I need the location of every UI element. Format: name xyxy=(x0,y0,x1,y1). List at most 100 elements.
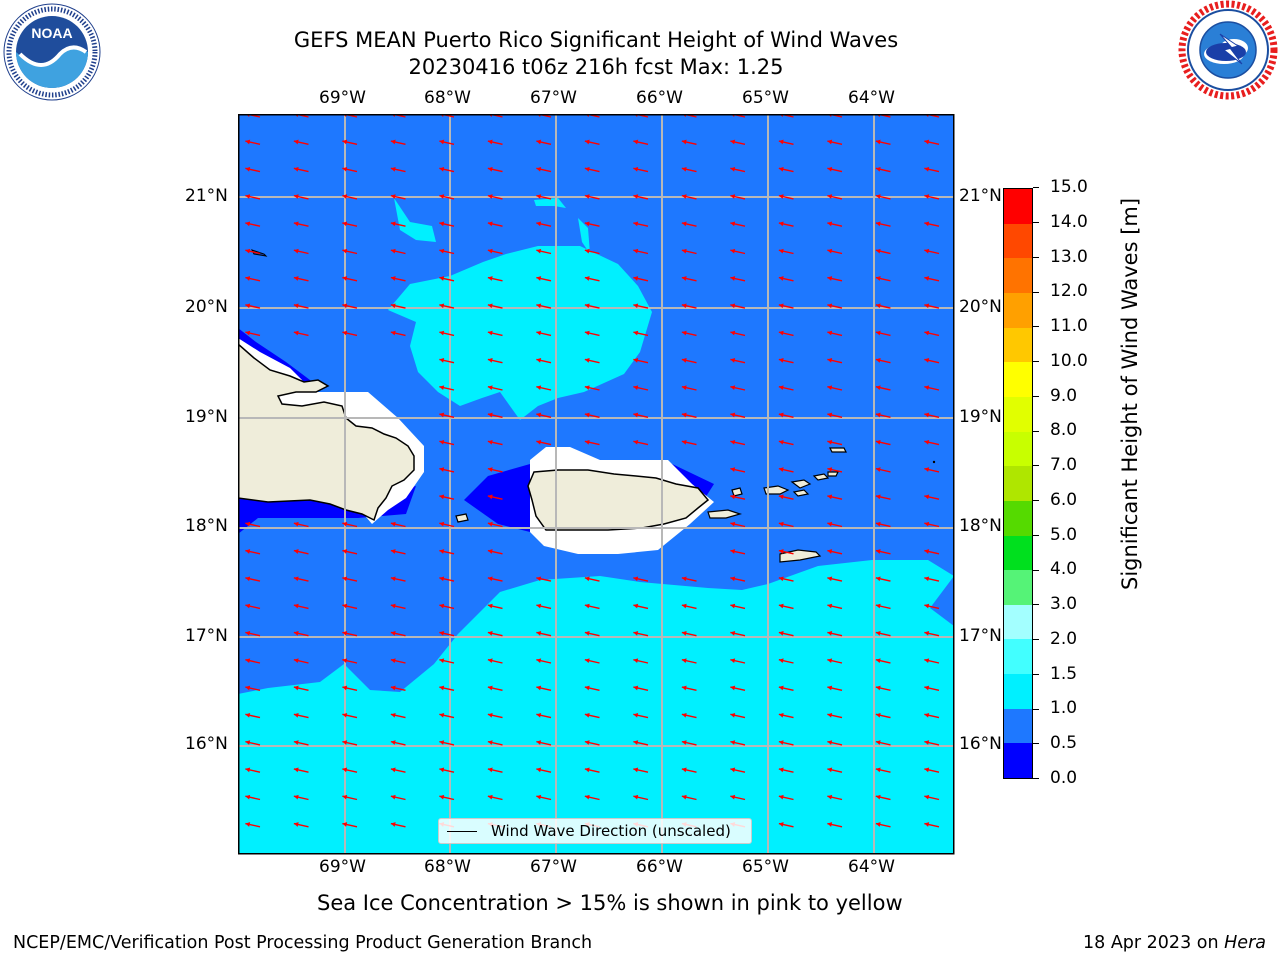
wave-direction-arrowhead xyxy=(390,549,396,554)
wave-direction-arrowhead xyxy=(342,685,348,691)
wave-direction-arrowhead xyxy=(536,194,542,199)
colorbar-segment xyxy=(1004,639,1032,675)
wave-direction-arrowhead xyxy=(730,658,736,664)
wave-direction-arrowhead xyxy=(633,330,639,336)
wave-direction-arrowhead xyxy=(342,740,348,745)
wave-direction-arrowhead xyxy=(487,303,493,309)
wave-direction-arrowhead xyxy=(681,767,687,773)
footer-date-text: 18 Apr 2023 on xyxy=(1083,933,1225,953)
wave-direction-arrowhead xyxy=(245,740,251,745)
wave-direction-arrowhead xyxy=(633,276,639,281)
wave-direction-arrowhead xyxy=(245,685,251,691)
colorbar-tick-label: 1.5 xyxy=(1050,663,1078,684)
wave-direction-arrowhead xyxy=(730,358,736,363)
wave-direction-arrowhead xyxy=(633,385,639,391)
wave-direction-arrowhead xyxy=(536,439,542,445)
wave-direction-arrowhead xyxy=(875,521,881,527)
wind-wave-arrows xyxy=(245,114,940,828)
wave-direction-arrowhead xyxy=(778,712,784,718)
colorbar-tick-mark xyxy=(1033,465,1039,467)
map-legend: Wind Wave Direction (unscaled) xyxy=(438,818,752,844)
wave-direction-arrowhead xyxy=(293,822,299,827)
wave-direction-arrowhead xyxy=(924,439,930,445)
wave-direction-arrowhead xyxy=(487,248,493,254)
wave-direction-arrowhead xyxy=(487,330,493,336)
wave-direction-arrowhead xyxy=(778,494,784,500)
wave-direction-arrowhead xyxy=(536,330,542,336)
wave-direction-arrowhead xyxy=(536,685,542,691)
wave-direction-arrowhead xyxy=(390,276,396,281)
wave-direction-arrowhead xyxy=(875,248,881,254)
lat-label-left-18n: 18°N xyxy=(185,516,228,536)
wave-direction-arrowhead xyxy=(681,631,687,636)
mona-island xyxy=(455,513,469,523)
wave-direction-arrowhead xyxy=(293,276,299,281)
wave-direction-arrowhead xyxy=(342,712,348,718)
wave-direction-arrowhead xyxy=(245,248,251,254)
wave-direction-arrowhead xyxy=(875,439,881,445)
wave-direction-arrowhead xyxy=(924,467,930,472)
wave-direction-arrowhead xyxy=(681,712,687,718)
wave-direction-arrowhead xyxy=(342,658,348,664)
wave-direction-arrowhead xyxy=(681,385,687,391)
wave-direction-arrowhead xyxy=(827,494,833,500)
wave-direction-arrowhead xyxy=(730,549,736,554)
wave-direction-arrowhead xyxy=(584,412,590,418)
colorbar-tick-label: 1.0 xyxy=(1050,698,1078,719)
lat-label-left-17n: 17°N xyxy=(185,626,228,646)
wave-direction-arrowhead xyxy=(342,330,348,336)
lat-label-left-21n: 21°N xyxy=(185,186,228,206)
wave-direction-arrowhead xyxy=(487,166,493,172)
colorbar-tick-label: 12.0 xyxy=(1050,281,1088,302)
wave-direction-arrowhead xyxy=(875,276,881,281)
wave-direction-arrowhead xyxy=(875,221,881,227)
wave-direction-arrowhead xyxy=(827,794,833,800)
wave-direction-arrowhead xyxy=(730,603,736,609)
colorbar-segment xyxy=(1004,466,1032,501)
colorbar-tick-label: 4.0 xyxy=(1050,559,1078,580)
wave-direction-arrowhead xyxy=(778,139,784,145)
wave-direction-arrowhead xyxy=(924,248,930,254)
footer-branch: NCEP/EMC/Verification Post Processing Pr… xyxy=(13,933,593,953)
wave-direction-arrowhead xyxy=(924,767,930,773)
wave-direction-arrowhead xyxy=(390,603,396,609)
wave-direction-arrowhead xyxy=(487,603,493,609)
colorbar-tick-mark xyxy=(1033,743,1039,745)
wave-direction-arrowhead xyxy=(536,303,542,309)
wave-direction-arrowhead xyxy=(390,794,396,800)
wave-direction-arrowhead xyxy=(633,794,639,800)
wave-direction-arrowhead xyxy=(584,248,590,254)
wave-direction-arrowhead xyxy=(730,740,736,745)
colorbar-tick-mark xyxy=(1033,395,1039,397)
wave-direction-arrowhead xyxy=(778,767,784,773)
wave-direction-arrowhead xyxy=(390,740,396,745)
lat-label-right-20n: 20°N xyxy=(959,297,1002,317)
colorbar-tick-mark xyxy=(1033,569,1039,571)
wave-direction-arrowhead xyxy=(293,194,299,199)
wave-direction-arrowhead xyxy=(924,139,930,145)
wave-direction-arrowhead xyxy=(293,712,299,718)
footer-host: Hera xyxy=(1224,933,1266,953)
colorbar-segment xyxy=(1004,258,1032,294)
wave-direction-arrowhead xyxy=(681,439,687,445)
wave-direction-arrowhead xyxy=(536,385,542,391)
wave-direction-arrowhead xyxy=(584,603,590,609)
wave-direction-arrowhead xyxy=(924,358,930,363)
wave-direction-arrowhead xyxy=(681,221,687,227)
wave-direction-arrowhead xyxy=(924,330,930,336)
wave-direction-arrowhead xyxy=(293,631,299,636)
colorbar-tick-label: 0.0 xyxy=(1050,768,1078,788)
wave-direction-arrowhead xyxy=(439,166,445,172)
wave-direction-arrowhead xyxy=(245,521,251,527)
wave-direction-arrowhead xyxy=(584,631,590,636)
legend-label: Wind Wave Direction (unscaled) xyxy=(491,822,731,840)
wave-direction-arrowhead xyxy=(827,740,833,745)
wave-direction-arrowhead xyxy=(390,685,396,691)
wave-direction-arrowhead xyxy=(875,631,881,636)
wave-direction-arrowhead xyxy=(633,358,639,363)
wave-direction-arrowhead xyxy=(536,276,542,281)
vieques-island xyxy=(707,509,743,519)
wave-direction-arrowhead xyxy=(293,549,299,554)
wave-direction-arrowhead xyxy=(536,221,542,227)
wave-direction-arrowhead xyxy=(778,740,784,745)
